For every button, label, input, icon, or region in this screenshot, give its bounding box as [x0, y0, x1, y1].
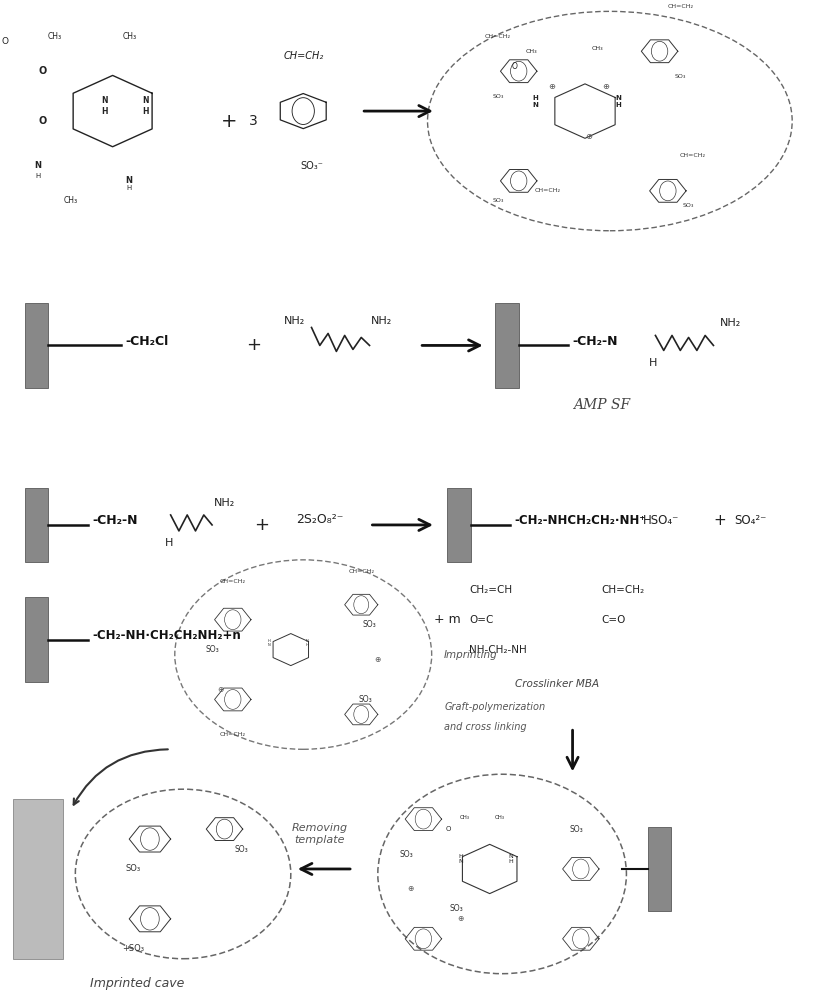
Text: H
N: H N [533, 95, 539, 108]
Text: 3: 3 [249, 114, 258, 128]
Text: CH₃: CH₃ [525, 49, 537, 54]
Text: SO₃: SO₃ [675, 74, 686, 79]
Text: -CH₂Cl: -CH₂Cl [125, 335, 169, 348]
Text: CH₃: CH₃ [48, 32, 62, 41]
Text: CH=CH₂: CH=CH₂ [220, 732, 245, 737]
Text: SO₃: SO₃ [569, 825, 584, 834]
Bar [25, 597, 48, 682]
Text: HSO₄⁻: HSO₄⁻ [643, 514, 680, 527]
Text: CH₃: CH₃ [494, 815, 504, 820]
Text: ⊕: ⊕ [602, 82, 610, 91]
Text: +: + [713, 513, 726, 528]
Text: SO₃: SO₃ [126, 864, 141, 873]
Text: AMP SF: AMP SF [573, 398, 630, 412]
Bar [448, 488, 471, 562]
Text: CH=CH₂: CH=CH₂ [348, 569, 374, 574]
Text: Crosslinker MBA: Crosslinker MBA [514, 679, 599, 689]
Text: CH₃: CH₃ [64, 196, 78, 205]
Text: CH=CH₂: CH=CH₂ [601, 585, 645, 595]
Text: SO₃⁻: SO₃⁻ [300, 161, 323, 171]
Text: N
H: N H [508, 854, 513, 864]
Text: SO₃: SO₃ [683, 203, 694, 208]
Text: O: O [512, 62, 518, 71]
Text: CH₂=CH: CH₂=CH [469, 585, 512, 595]
Text: CH₃: CH₃ [592, 46, 603, 51]
Text: CH=CH₂: CH=CH₂ [283, 51, 323, 61]
Text: SO₃: SO₃ [234, 845, 248, 854]
Text: H: H [649, 358, 657, 368]
Text: SO₃: SO₃ [358, 695, 372, 704]
Text: O: O [446, 826, 451, 832]
Bar [495, 303, 519, 388]
Text: CH=CH₂: CH=CH₂ [485, 34, 511, 39]
Text: ⊕: ⊕ [549, 82, 555, 91]
Text: ⊕: ⊕ [217, 685, 224, 694]
Text: SO₄²⁻: SO₄²⁻ [734, 514, 767, 527]
Text: SO₃: SO₃ [493, 94, 504, 99]
Text: O=C: O=C [469, 615, 493, 625]
Text: -CH₂-NHCH₂CH₂·NH⁺: -CH₂-NHCH₂CH₂·NH⁺ [514, 514, 646, 527]
Text: +: + [220, 112, 237, 131]
Text: N
H: N H [306, 639, 308, 647]
Text: +: + [246, 336, 261, 354]
Text: NH₂: NH₂ [720, 318, 741, 328]
Text: SO₃: SO₃ [493, 198, 504, 203]
Text: NH₂: NH₂ [372, 316, 392, 326]
Text: +SO₃: +SO₃ [123, 944, 144, 953]
Text: SO₃: SO₃ [362, 620, 377, 629]
Text: N: N [34, 161, 42, 170]
Text: + m: + m [434, 613, 461, 626]
Text: N
H: N H [101, 96, 108, 116]
Text: ⊕: ⊕ [458, 914, 464, 923]
Text: ⊕: ⊕ [585, 132, 593, 141]
Text: O: O [38, 116, 46, 126]
Text: CH₃: CH₃ [122, 32, 136, 41]
Text: and cross linking: and cross linking [444, 722, 527, 732]
Text: Graft-polymerization: Graft-polymerization [444, 702, 545, 712]
Bar [648, 827, 671, 911]
Text: N
H: N H [615, 95, 621, 108]
Text: ⊕: ⊕ [375, 655, 381, 664]
Text: ⊕: ⊕ [407, 884, 414, 893]
Text: Imprinting: Imprinting [444, 650, 498, 660]
Text: CH=CH₂: CH=CH₂ [534, 188, 560, 193]
Text: SO₃: SO₃ [450, 904, 463, 913]
Text: Removing
template: Removing template [291, 823, 348, 845]
Text: C=O: C=O [601, 615, 626, 625]
Text: NH₂: NH₂ [284, 316, 306, 326]
Text: CH₃: CH₃ [460, 815, 470, 820]
Text: CH=CH₂: CH=CH₂ [667, 4, 693, 9]
Text: N
H: N H [143, 96, 149, 116]
Bar [25, 488, 48, 562]
Bar [25, 303, 48, 388]
Text: H
N: H N [458, 854, 463, 864]
Text: N: N [126, 176, 133, 185]
Text: H
N: H N [268, 639, 271, 647]
Text: CH=CH₂: CH=CH₂ [220, 579, 245, 584]
Text: CH=CH₂: CH=CH₂ [680, 153, 706, 158]
Text: +: + [255, 516, 270, 534]
Text: O: O [2, 37, 8, 46]
Text: H: H [164, 538, 173, 548]
Text: O: O [38, 66, 46, 76]
Text: SO₃: SO₃ [205, 645, 219, 654]
Text: -CH₂-N: -CH₂-N [92, 514, 138, 527]
Text: SO₃: SO₃ [400, 850, 413, 859]
Bar [13, 799, 63, 959]
Text: H: H [127, 185, 132, 191]
Text: 2S₂O₈²⁻: 2S₂O₈²⁻ [296, 513, 343, 526]
Text: NH₂: NH₂ [214, 498, 235, 508]
Text: H: H [35, 173, 41, 179]
Text: -CH₂-NH·CH₂CH₂NH₂+n: -CH₂-NH·CH₂CH₂NH₂+n [92, 629, 240, 642]
Text: NH-CH₂-NH: NH-CH₂-NH [469, 645, 527, 655]
Text: Imprinted cave: Imprinted cave [90, 977, 185, 990]
Text: -CH₂-N: -CH₂-N [573, 335, 618, 348]
